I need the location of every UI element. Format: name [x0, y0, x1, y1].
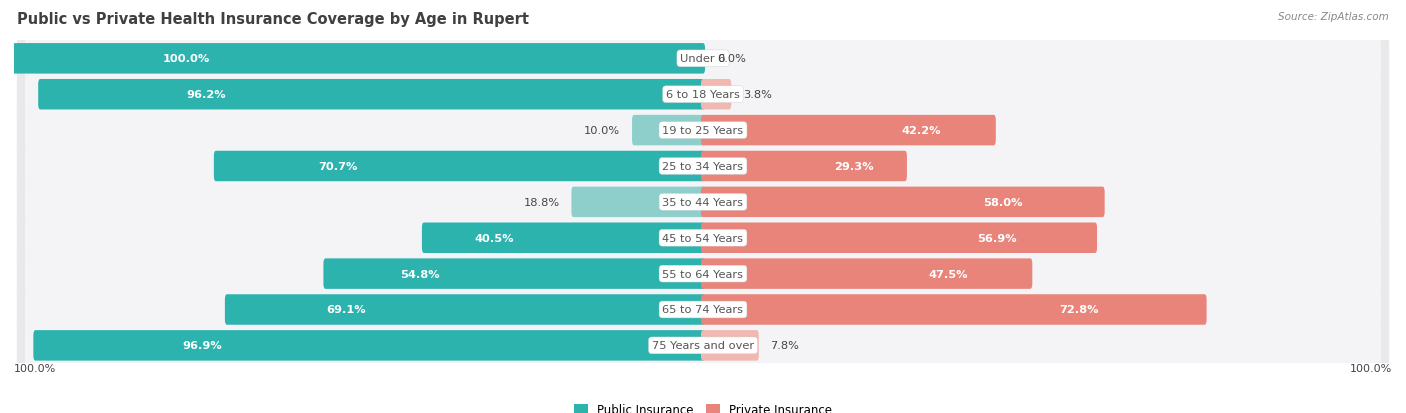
Text: 70.7%: 70.7% [318, 161, 357, 171]
FancyBboxPatch shape [702, 187, 1105, 218]
FancyBboxPatch shape [25, 288, 1381, 331]
FancyBboxPatch shape [25, 217, 1381, 260]
Text: 25 to 34 Years: 25 to 34 Years [662, 161, 744, 171]
Text: 54.8%: 54.8% [401, 269, 440, 279]
Legend: Public Insurance, Private Insurance: Public Insurance, Private Insurance [574, 403, 832, 413]
Text: 69.1%: 69.1% [326, 305, 366, 315]
FancyBboxPatch shape [702, 116, 995, 146]
FancyBboxPatch shape [25, 324, 1381, 367]
Text: 10.0%: 10.0% [585, 126, 620, 136]
FancyBboxPatch shape [17, 176, 1389, 229]
FancyBboxPatch shape [17, 319, 1389, 373]
FancyBboxPatch shape [17, 211, 1389, 265]
Text: 72.8%: 72.8% [1059, 305, 1099, 315]
Text: 35 to 44 Years: 35 to 44 Years [662, 197, 744, 207]
FancyBboxPatch shape [13, 44, 704, 74]
Text: 3.8%: 3.8% [742, 90, 772, 100]
Text: 7.8%: 7.8% [770, 341, 800, 351]
FancyBboxPatch shape [25, 109, 1381, 152]
Text: 55 to 64 Years: 55 to 64 Years [662, 269, 744, 279]
FancyBboxPatch shape [323, 259, 704, 289]
FancyBboxPatch shape [702, 152, 907, 182]
FancyBboxPatch shape [17, 247, 1389, 301]
FancyBboxPatch shape [38, 80, 704, 110]
FancyBboxPatch shape [17, 140, 1389, 193]
Text: 42.2%: 42.2% [901, 126, 941, 136]
Text: 0.0%: 0.0% [717, 54, 745, 64]
FancyBboxPatch shape [633, 116, 704, 146]
Text: 96.9%: 96.9% [183, 341, 222, 351]
FancyBboxPatch shape [422, 223, 704, 254]
Text: 65 to 74 Years: 65 to 74 Years [662, 305, 744, 315]
Text: Public vs Private Health Insurance Coverage by Age in Rupert: Public vs Private Health Insurance Cover… [17, 12, 529, 27]
Text: 100.0%: 100.0% [163, 54, 209, 64]
FancyBboxPatch shape [702, 223, 1097, 254]
Text: 75 Years and over: 75 Years and over [652, 341, 754, 351]
FancyBboxPatch shape [214, 152, 704, 182]
Text: 100.0%: 100.0% [1350, 363, 1392, 373]
Text: 19 to 25 Years: 19 to 25 Years [662, 126, 744, 136]
FancyBboxPatch shape [702, 80, 731, 110]
Text: 40.5%: 40.5% [474, 233, 513, 243]
Text: 6 to 18 Years: 6 to 18 Years [666, 90, 740, 100]
Text: 100.0%: 100.0% [14, 363, 56, 373]
FancyBboxPatch shape [702, 259, 1032, 289]
Text: 45 to 54 Years: 45 to 54 Years [662, 233, 744, 243]
Text: Under 6: Under 6 [681, 54, 725, 64]
FancyBboxPatch shape [702, 330, 759, 361]
FancyBboxPatch shape [571, 187, 704, 218]
Text: 96.2%: 96.2% [186, 90, 226, 100]
FancyBboxPatch shape [17, 32, 1389, 86]
FancyBboxPatch shape [25, 181, 1381, 224]
FancyBboxPatch shape [17, 283, 1389, 337]
Text: 29.3%: 29.3% [835, 161, 875, 171]
FancyBboxPatch shape [25, 38, 1381, 81]
Text: 47.5%: 47.5% [929, 269, 969, 279]
FancyBboxPatch shape [17, 68, 1389, 122]
FancyBboxPatch shape [25, 252, 1381, 295]
Text: 18.8%: 18.8% [523, 197, 560, 207]
FancyBboxPatch shape [225, 294, 704, 325]
Text: Source: ZipAtlas.com: Source: ZipAtlas.com [1278, 12, 1389, 22]
Text: 58.0%: 58.0% [983, 197, 1022, 207]
FancyBboxPatch shape [25, 74, 1381, 116]
FancyBboxPatch shape [17, 104, 1389, 158]
FancyBboxPatch shape [34, 330, 704, 361]
FancyBboxPatch shape [25, 145, 1381, 188]
Text: 56.9%: 56.9% [977, 233, 1017, 243]
FancyBboxPatch shape [702, 294, 1206, 325]
